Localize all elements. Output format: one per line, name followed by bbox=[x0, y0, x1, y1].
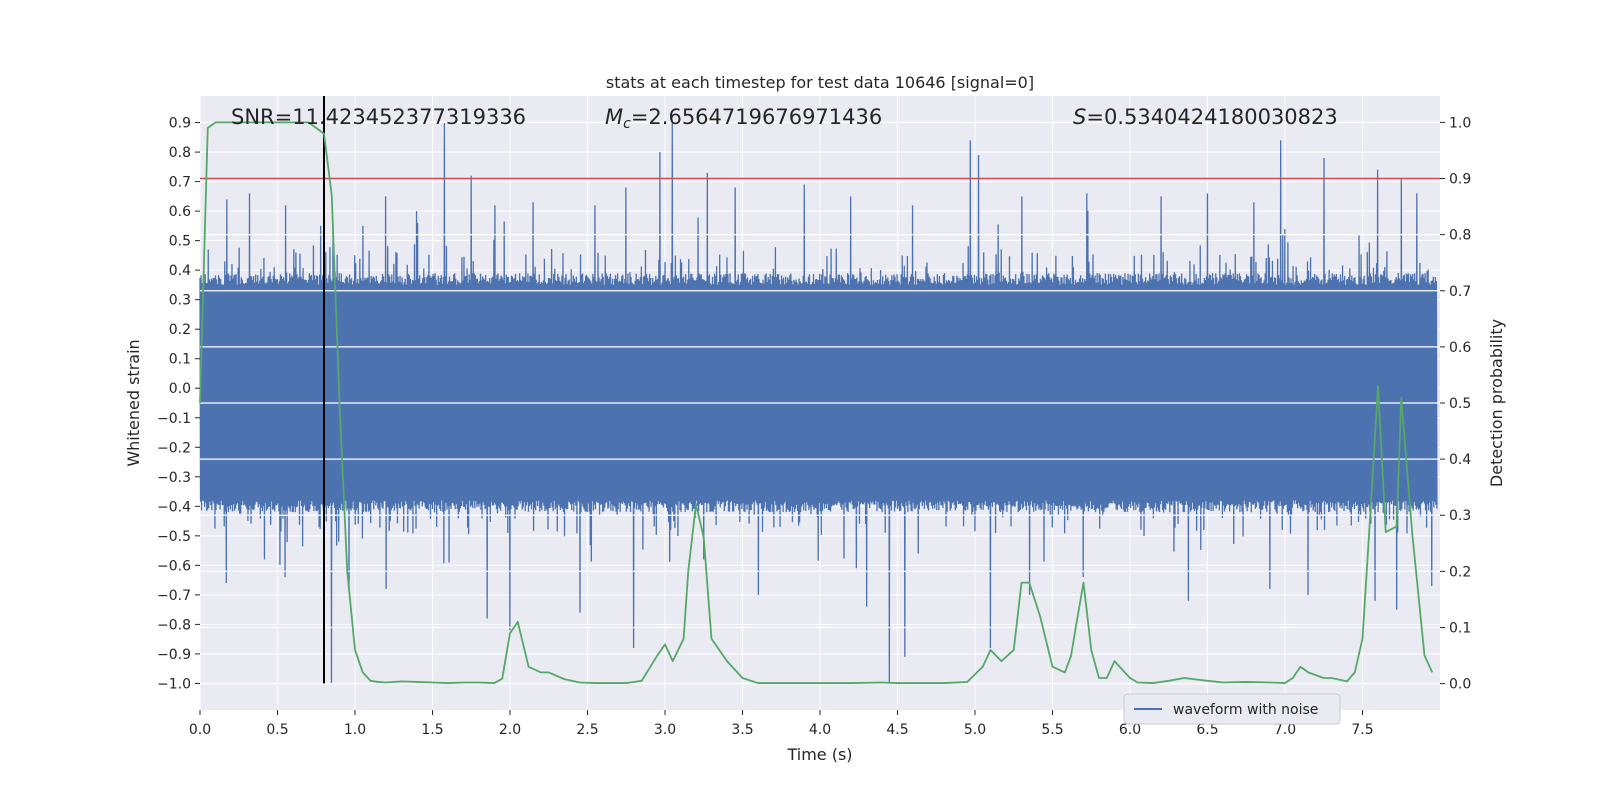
x-tick-label: 2.0 bbox=[499, 722, 521, 738]
x-axis-ticks: 0.0 0.5 1.0 1.5 2.0 2.5 3.0 3.5 4.0 4.5 5.0 5.5 6.0 6… bbox=[189, 710, 1374, 738]
detection-probability-line bbox=[199, 121, 1434, 684]
y-left-axis-label: Whitened strain bbox=[124, 339, 143, 466]
y-left-tick-label: 0.0 bbox=[169, 381, 191, 397]
y-left-tick-label: −0.6 bbox=[157, 558, 191, 574]
x-tick-label: 5.0 bbox=[964, 722, 986, 738]
y-left-tick-label: 0.6 bbox=[169, 204, 191, 220]
score-annotation: S=0.5340424180030823 bbox=[1073, 105, 1338, 129]
y-left-tick-label: −1.0 bbox=[157, 676, 191, 692]
y-right-tick-label: 0.6 bbox=[1449, 340, 1471, 356]
x-tick-label: 6.5 bbox=[1196, 722, 1218, 738]
waveform-series bbox=[199, 122, 1438, 684]
y-left-tick-label: 0.7 bbox=[169, 175, 191, 191]
x-tick-label: 7.5 bbox=[1351, 722, 1373, 738]
overlay-series bbox=[199, 96, 1440, 684]
y-left-tick-label: 0.8 bbox=[169, 145, 191, 161]
x-tick-label: 0.0 bbox=[189, 722, 211, 738]
waveform-line bbox=[199, 122, 1438, 684]
x-tick-label: 3.5 bbox=[731, 722, 753, 738]
y-right-tick-label: 0.4 bbox=[1449, 452, 1471, 468]
x-tick-label: 4.0 bbox=[809, 722, 831, 738]
y-left-tick-label: 0.2 bbox=[169, 322, 191, 338]
x-tick-label: 5.5 bbox=[1041, 722, 1063, 738]
y-left-tick-label: 0.1 bbox=[169, 352, 191, 368]
y-left-tick-label: −0.1 bbox=[157, 411, 191, 427]
y-left-tick-label: −0.7 bbox=[157, 588, 191, 604]
y-left-tick-label: −0.3 bbox=[157, 470, 191, 486]
y-left-tick-label: 0.3 bbox=[169, 293, 191, 309]
x-tick-label: 0.5 bbox=[266, 722, 288, 738]
y-left-axis-ticks: 0.9 0.8 0.7 0.6 0.5 0.4 0.3 0.2 0.1 0.0 −0.1 −0.2 −0… bbox=[157, 116, 200, 692]
chart-title: stats at each timestep for test data 106… bbox=[606, 73, 1034, 92]
y-left-tick-label: −0.4 bbox=[157, 499, 191, 515]
y-right-tick-label: 1.0 bbox=[1449, 115, 1471, 131]
x-tick-label: 2.5 bbox=[576, 722, 598, 738]
y-right-tick-label: 0.0 bbox=[1449, 677, 1471, 693]
y-left-tick-label: −0.9 bbox=[157, 647, 191, 663]
y-right-tick-label: 0.3 bbox=[1449, 508, 1471, 524]
legend-box bbox=[1123, 693, 1341, 725]
legend-label: waveform with noise bbox=[1173, 702, 1318, 718]
y-left-tick-label: −0.8 bbox=[157, 617, 191, 633]
y-right-axis-label: Detection probability bbox=[1487, 319, 1506, 487]
y-right-tick-label: 0.9 bbox=[1449, 172, 1471, 188]
snr-annotation: SNR=11.423452377319336 bbox=[231, 105, 526, 129]
y-left-tick-label: 0.9 bbox=[169, 116, 191, 132]
x-tick-label: 4.5 bbox=[886, 722, 908, 738]
y-right-tick-label: 0.5 bbox=[1449, 396, 1471, 412]
y-left-tick-label: −0.5 bbox=[157, 529, 191, 545]
y-right-tick-label: 0.8 bbox=[1449, 228, 1471, 244]
chirp-mass-annotation: Mc=2.6564719676971436 bbox=[605, 105, 882, 132]
y-right-axis-ticks: 1.0 0.9 0.8 0.7 0.6 0.5 0.4 0.3 0.2 0.1 0.0 bbox=[1440, 115, 1471, 693]
x-tick-label: 1.0 bbox=[344, 722, 366, 738]
x-axis-label: Time (s) bbox=[786, 745, 852, 764]
y-right-tick-label: 0.1 bbox=[1449, 620, 1471, 636]
y-right-tick-label: 0.7 bbox=[1449, 284, 1471, 300]
y-left-tick-label: −0.2 bbox=[157, 440, 191, 456]
x-tick-label: 3.0 bbox=[654, 722, 676, 738]
y-right-tick-label: 0.2 bbox=[1449, 564, 1471, 580]
x-tick-label: 6.0 bbox=[1119, 722, 1141, 738]
legend: waveform with noise bbox=[1123, 693, 1341, 725]
y-left-tick-label: 0.5 bbox=[169, 234, 191, 250]
x-tick-label: 7.0 bbox=[1274, 722, 1296, 738]
x-tick-label: 1.5 bbox=[421, 722, 443, 738]
y-left-tick-label: 0.4 bbox=[169, 263, 191, 279]
